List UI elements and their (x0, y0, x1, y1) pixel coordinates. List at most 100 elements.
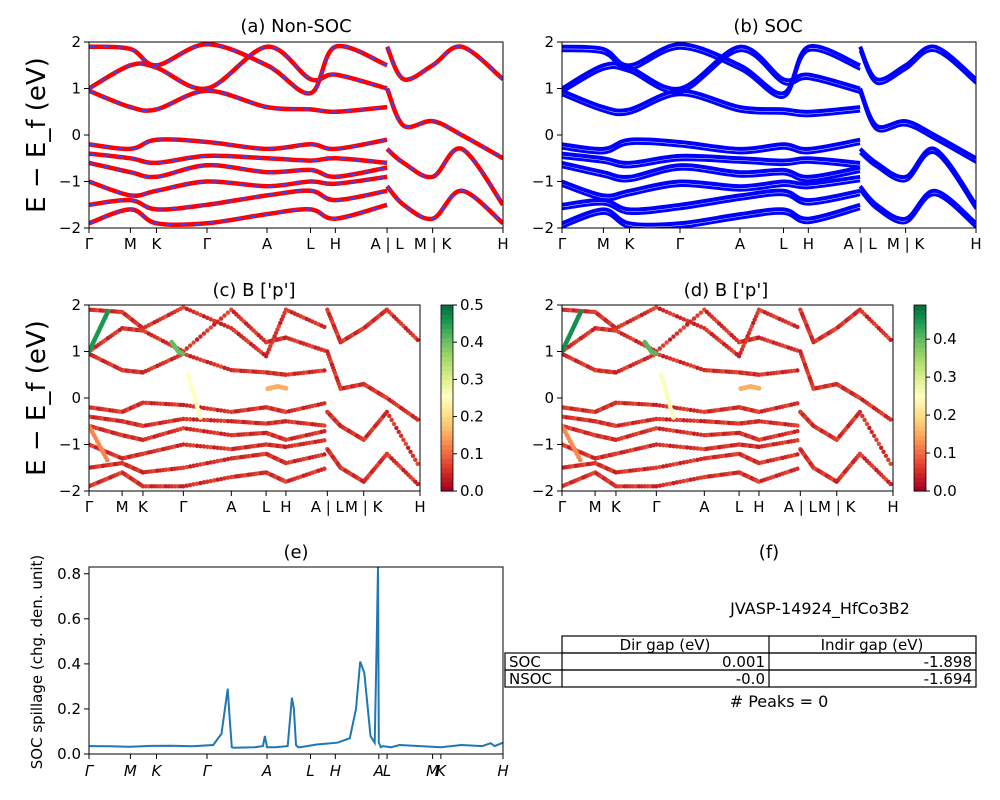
colorbar-segment (914, 411, 926, 418)
band-point (215, 477, 220, 482)
band-line-split (858, 91, 976, 164)
band-line-dashed (89, 189, 388, 211)
band-point (181, 484, 186, 489)
colorbar-segment (914, 323, 926, 329)
y-tick-label: −2 (59, 482, 81, 500)
band-point (667, 356, 673, 361)
x-tick-label: A (226, 498, 237, 516)
band-point (191, 417, 196, 422)
band-point-highlight (756, 385, 762, 391)
colorbar-segment (441, 337, 453, 343)
y-tick-label: 1 (544, 80, 554, 98)
band-point (268, 343, 273, 349)
band-point (674, 461, 680, 466)
band-line-dashed (89, 152, 388, 164)
band-point (208, 325, 213, 330)
band-point (181, 305, 186, 310)
band-point (225, 366, 231, 372)
panel-a-title: (a) Non-SOC (240, 16, 351, 37)
colorbar-segment (914, 453, 926, 460)
y-tick-label: 0 (544, 389, 554, 407)
x-tick-label: M (116, 498, 129, 516)
x-tick-label: H (414, 498, 425, 516)
band-point (746, 330, 752, 336)
band-point-highlight (104, 457, 110, 463)
band-point (272, 334, 277, 339)
panel-c-colorbar: 0.0 0.1 0.2 0.3 0.4 0.5 (440, 296, 484, 500)
band-line-dashed (386, 88, 503, 160)
y-tick-label: −2 (532, 219, 554, 237)
colorbar-segment (914, 332, 926, 339)
band-point (415, 417, 420, 422)
band-lines (89, 42, 503, 228)
band-point (869, 429, 874, 435)
x-tick-label: H (280, 498, 291, 516)
band-line (858, 184, 976, 225)
band-point (187, 417, 193, 422)
plot-frame (561, 41, 977, 229)
band-point (279, 317, 284, 322)
x-tick-label: M | K (414, 235, 453, 253)
band-point (191, 340, 196, 345)
band-point (671, 462, 676, 467)
table-row (504, 669, 977, 688)
x-tick-label: M | K (818, 498, 857, 516)
colorbar-frame (913, 304, 927, 492)
band-point (222, 457, 227, 462)
panel-a-ylabel: E − E_f (eV) (22, 57, 52, 213)
plot-frame (88, 566, 504, 755)
band-point (664, 355, 669, 360)
y-tick-label: 0 (71, 389, 81, 407)
colorbar-segment (441, 379, 453, 385)
x-tick-label: K (152, 762, 163, 780)
band-point (745, 334, 750, 339)
band-point (191, 355, 196, 360)
band-line (562, 137, 861, 151)
band-point (678, 359, 683, 365)
band-line-dashed (89, 161, 388, 179)
band-line (858, 44, 976, 82)
band-point (681, 325, 686, 330)
band-point (657, 442, 662, 448)
band-point (208, 360, 213, 366)
colorbar-segment (914, 477, 926, 483)
band-point (795, 438, 800, 443)
band-point (218, 364, 224, 369)
band-point (795, 466, 800, 471)
band-point (795, 452, 800, 457)
band-point (211, 418, 217, 423)
y-tick-label: −1 (532, 173, 554, 191)
x-tick-label: Γ (676, 235, 685, 253)
band-point-highlight (666, 399, 672, 405)
x-tick-label: A | L (370, 235, 404, 253)
band-point (201, 417, 207, 423)
table-header-dir: Dir gap (eV) (620, 636, 711, 654)
colorbar-segment (441, 421, 453, 427)
colorbar-segment (914, 486, 926, 492)
band-point (191, 482, 196, 487)
band-point (674, 429, 680, 434)
band-point (187, 308, 193, 313)
band-point (664, 340, 669, 345)
x-tick-label: H (330, 235, 341, 253)
band-point (384, 409, 390, 415)
band-point (738, 350, 743, 356)
band-point (688, 445, 693, 451)
colorbar-segment (914, 467, 926, 473)
band-point (678, 328, 683, 333)
band-point (857, 409, 863, 415)
colorbar-segment (441, 365, 453, 371)
colorbar-segment (441, 458, 453, 464)
y-tick-label: −2 (532, 482, 554, 500)
band-point (198, 443, 203, 449)
band-point (681, 360, 686, 366)
colorbar-segment (441, 388, 453, 394)
colorbar-segment (441, 342, 453, 348)
x-tick-label: A | L (311, 498, 345, 516)
band-point (654, 484, 659, 489)
band-point (403, 441, 409, 447)
colorbar-tick-label: 0.5 (460, 296, 484, 314)
